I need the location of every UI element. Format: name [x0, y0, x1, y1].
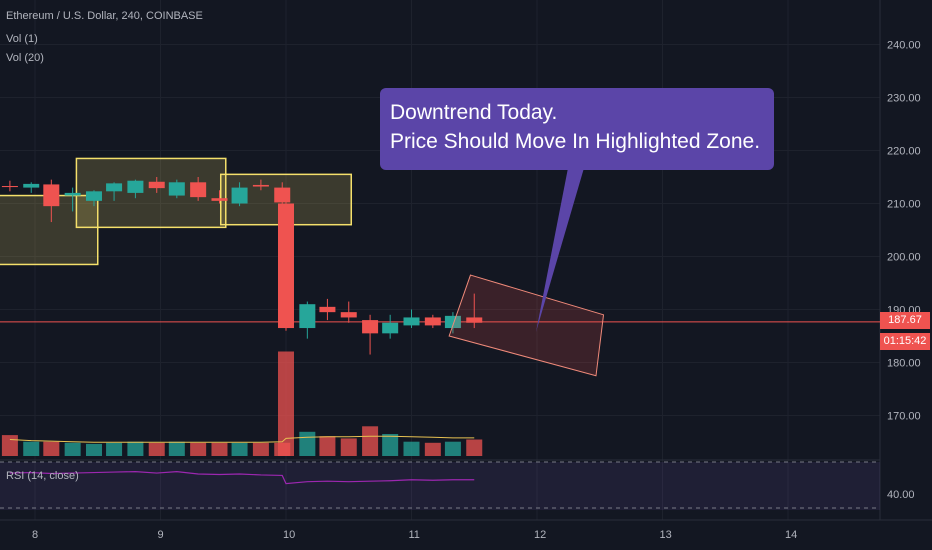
volume-bar — [466, 439, 483, 456]
volume-bar — [252, 442, 269, 456]
time-tick-label: 9 — [158, 529, 164, 541]
time-tick-label: 10 — [283, 529, 295, 541]
projection-zone — [448, 274, 605, 377]
candle-body — [319, 306, 336, 313]
candle-body — [403, 317, 420, 326]
candle-body — [340, 312, 357, 318]
symbol-legend: Ethereum / U.S. Dollar, 240, COINBASE — [6, 10, 203, 22]
rsi-line — [9, 470, 475, 485]
callout-line-1: Downtrend Today. — [390, 101, 558, 124]
callout-pointer — [536, 168, 584, 332]
time-tick-label: 13 — [660, 529, 672, 541]
time-tick-label: 14 — [785, 529, 797, 541]
time-tick-label: 11 — [409, 529, 420, 541]
candle-body — [127, 180, 144, 193]
vol1-legend: Vol (1) — [6, 33, 38, 45]
candle-body — [444, 315, 461, 329]
price-tick-label: 180.00 — [887, 358, 921, 370]
volume-bar — [106, 442, 123, 456]
rsi-band — [0, 462, 880, 510]
candle-body — [299, 304, 316, 329]
volume-bar — [23, 441, 40, 456]
rsi-tick-label: 40.00 — [887, 489, 915, 501]
price-tick-label: 230.00 — [887, 93, 921, 105]
candle-body — [85, 191, 102, 201]
volume-bar — [43, 441, 60, 456]
candle-body — [1, 186, 18, 188]
candle-body — [274, 187, 291, 203]
candle-body — [43, 184, 60, 207]
vol20-legend: Vol (20) — [6, 52, 44, 64]
volume-bar — [382, 434, 399, 456]
time-tick-label: 8 — [32, 529, 38, 541]
volume-bar — [85, 443, 102, 456]
last-price-tag: 187.67 — [880, 312, 930, 329]
volume-bar — [340, 438, 357, 456]
candle-body — [168, 182, 185, 196]
volume-bar — [148, 442, 165, 456]
volume-bar — [278, 351, 294, 456]
candle-body — [278, 203, 294, 329]
price-tick-label: 210.00 — [887, 199, 921, 211]
volume-bar — [168, 441, 185, 456]
candle-body — [252, 184, 269, 187]
volume-bar — [424, 442, 441, 456]
volume-bar — [190, 442, 207, 456]
countdown-tag: 01:15:42 — [880, 333, 930, 350]
candle-body — [64, 192, 81, 196]
rsi-legend: RSI (14, close) — [6, 470, 79, 482]
volume-bar — [444, 441, 461, 456]
volume-bar — [299, 431, 316, 456]
candle-body — [106, 183, 123, 192]
volume-bar — [231, 442, 248, 456]
candle-body — [382, 322, 399, 334]
volume-bar — [211, 442, 228, 456]
candle-body — [211, 198, 228, 201]
candle-body — [23, 183, 40, 188]
price-tick-label: 200.00 — [887, 252, 921, 264]
volume-bar — [64, 442, 81, 456]
price-tick-label: 170.00 — [887, 411, 921, 423]
candle-body — [190, 182, 207, 198]
volume-bar — [362, 426, 379, 456]
time-tick-label: 12 — [534, 529, 546, 541]
candle-body — [231, 187, 248, 204]
candle-body — [466, 317, 483, 323]
candle-body — [362, 320, 379, 334]
volume-ma-line — [9, 435, 475, 443]
candle-body — [148, 181, 165, 189]
price-tick-label: 240.00 — [887, 40, 921, 52]
volume-bar — [127, 441, 144, 456]
volume-bar — [403, 441, 420, 456]
candle-body — [424, 317, 441, 326]
trend-callout: Downtrend Today. Price Should Move In Hi… — [380, 88, 774, 170]
volume-bar — [319, 436, 336, 456]
price-tick-label: 220.00 — [887, 146, 921, 158]
volume-bar — [1, 435, 18, 456]
callout-line-2: Price Should Move In Highlighted Zone. — [390, 130, 761, 153]
